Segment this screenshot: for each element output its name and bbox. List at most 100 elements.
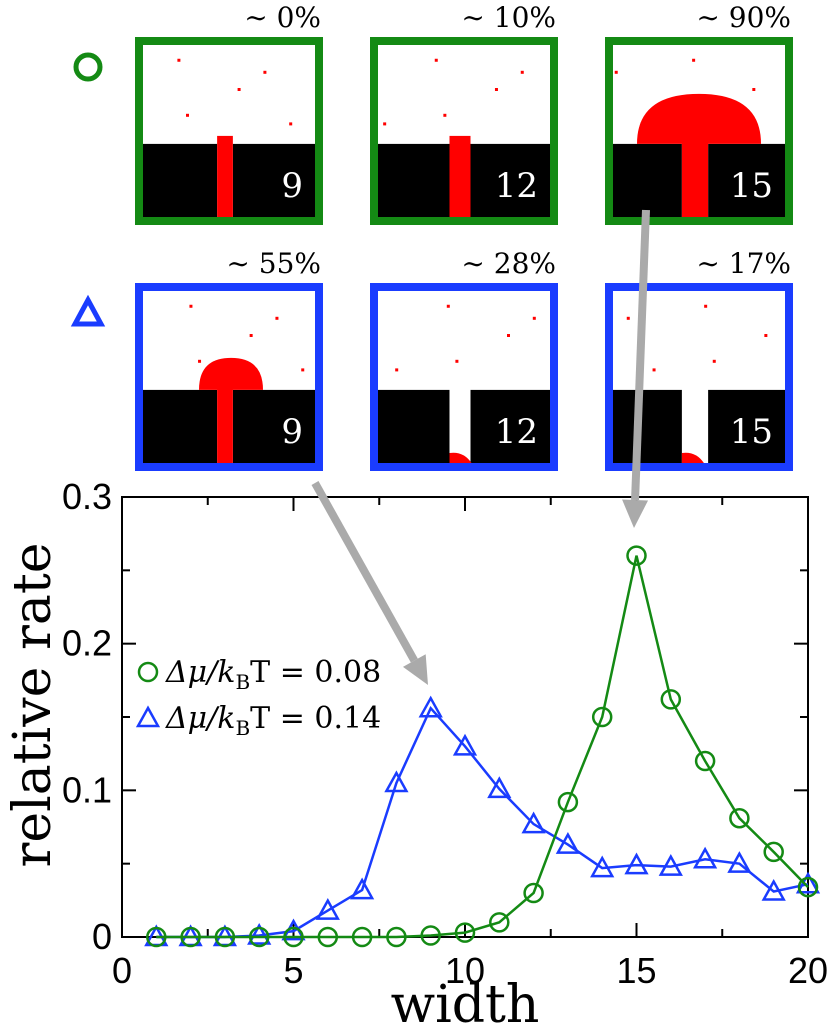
crystal-in-channel [449,135,471,217]
data-point [626,545,647,566]
panel-width-label: 12 [495,412,538,452]
data-point [557,791,579,813]
particle-dot [434,58,438,62]
y-tick-label: 0 [92,916,112,957]
legend-marker [137,661,159,683]
data-point [521,811,546,834]
particle-dot [700,113,704,117]
particle-dot [652,368,656,372]
particle-dot [383,122,387,126]
snapshot-panel: 12 [370,37,558,225]
data-point [247,922,272,945]
series-circle [146,545,819,948]
data-point [420,925,441,946]
data-point [555,832,581,854]
x-axis-label: width [391,975,540,1030]
x-tick-label: 0 [112,950,132,991]
panel-border [135,37,323,225]
crystal-seed [681,452,704,463]
particle-dot [692,58,696,62]
panel-percent-label: ∼ 55% [226,247,321,280]
particle-dot [237,88,241,91]
row-marker-triangle-icon [70,294,106,327]
data-point [248,926,270,948]
data-point [418,695,443,718]
panel-percent-label: ∼ 0% [244,1,321,34]
arrow-shaft [311,481,418,663]
axis-ticks: 0 5 10 15 20 0 0.1 0.2 0.3 [62,476,828,991]
data-point [180,926,201,948]
x-tick-label: 5 [283,950,303,991]
panel-percent-label: ∼ 28% [461,247,556,280]
data-point [214,926,236,948]
snapshot-panel: 15 [605,37,793,225]
particle-dot [520,70,524,74]
y-tick-label: 0.1 [62,769,112,810]
data-point [315,898,340,920]
substrate-right-block [470,389,550,463]
data-point [763,841,784,863]
particle-dot [395,368,399,372]
data-point [523,882,544,904]
data-point [591,706,613,728]
particle-dot [446,304,450,308]
particle-dot [249,334,253,337]
annotation-arrows [311,209,650,685]
data-point [452,733,478,756]
arrow-shaft [631,209,650,501]
substrate-left-block [613,389,682,463]
particle-dot [198,359,202,363]
panel-width-label: 12 [495,166,538,206]
x-tick-label: 10 [445,950,485,991]
crystal-in-channel [681,141,709,217]
crystal-in-channel [217,387,233,463]
crystal-in-channel [217,135,233,217]
y-tick-label: 0.3 [62,476,112,517]
substrate-right-block [708,389,785,463]
data-point [692,846,718,869]
panel-border [370,283,558,471]
substrate-left-block [378,143,450,217]
y-tick-label: 0.2 [62,623,112,664]
panel-border [605,37,793,225]
legend-label: Δμ/kBT = 0.14 [165,701,381,740]
data-point [761,878,786,901]
panel-width-label: 9 [281,166,303,206]
data-point [727,851,752,873]
substrate-left-block [613,143,682,217]
panel-width-label: 15 [730,166,773,206]
data-point [454,922,476,943]
data-point [729,807,750,829]
series-layer [144,545,821,948]
particle-dot [712,359,716,363]
data-point [660,689,682,710]
data-point [283,926,304,948]
snapshot-panel: 15 [605,283,793,471]
data-point [797,876,819,898]
particle-dot [455,359,459,363]
particle-dot [764,334,768,337]
data-point [384,770,409,793]
substrate-right-block [232,143,315,217]
particle-dot [189,304,193,308]
particle-dot [443,113,447,117]
particle-dot [752,88,756,91]
snapshot-panel: 12 [370,283,558,471]
particle-dot [289,122,293,126]
legend-label: Δμ/kBT = 0.08 [165,655,381,694]
panel-width-label: 15 [730,412,773,452]
particle-dot [614,70,618,74]
particle-dot [177,58,181,62]
x-tick-label: 20 [788,950,828,991]
particle-dot [640,122,644,126]
crystal-overgrowth [199,357,263,390]
panel-percent-label: ∼ 90% [696,1,791,34]
data-point [658,854,683,876]
data-point [590,855,615,878]
legend-marker [135,705,161,728]
arrow-head [402,654,428,685]
data-point [487,776,512,799]
arrow-head [622,499,649,528]
data-point [694,750,716,772]
